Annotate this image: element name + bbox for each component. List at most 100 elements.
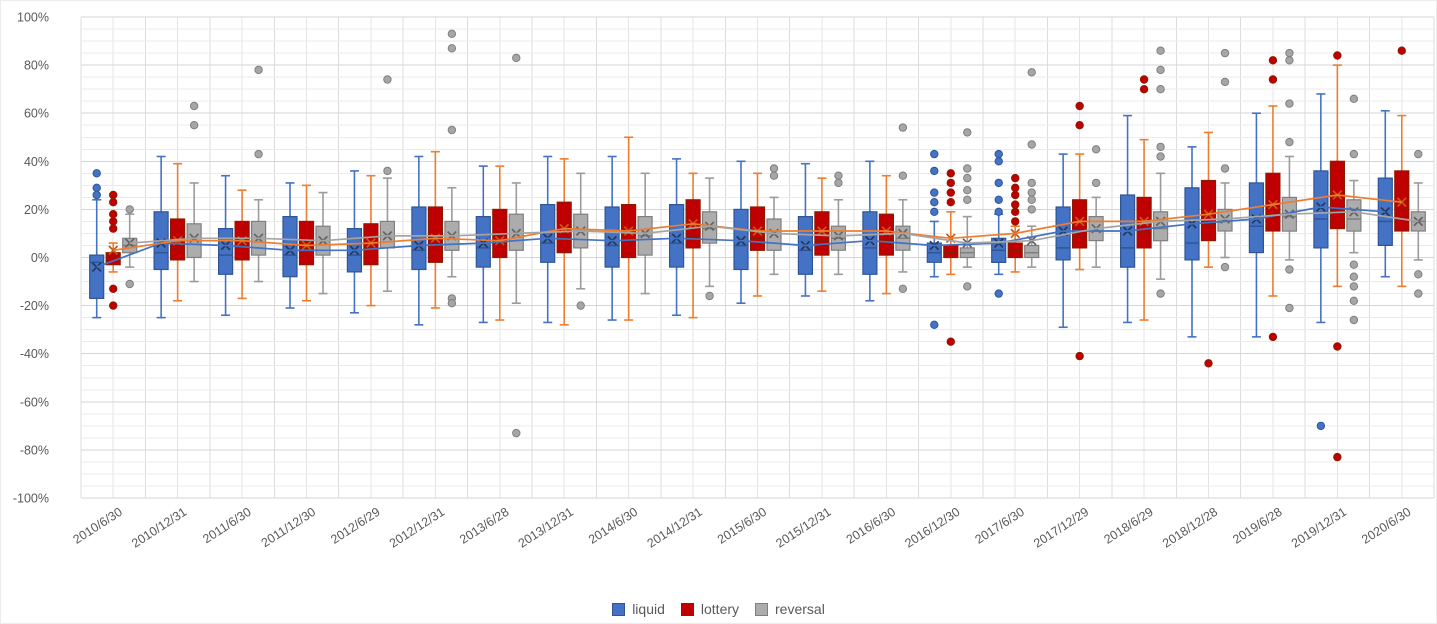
outlier-reversal[interactable] <box>447 299 457 308</box>
outlier-lottery[interactable] <box>1011 183 1020 193</box>
box-liquid-2010/6/30[interactable] <box>89 198 105 319</box>
outlier-reversal[interactable] <box>1220 164 1230 173</box>
outlier-reversal[interactable] <box>1349 315 1359 325</box>
outlier-reversal[interactable] <box>1156 289 1165 298</box>
outlier-reversal[interactable] <box>189 121 199 130</box>
outlier-lottery[interactable] <box>946 198 955 207</box>
box-liquid-2019/6/28[interactable] <box>1248 112 1265 338</box>
outlier-reversal[interactable] <box>576 301 585 310</box>
outlier-lottery[interactable] <box>1333 51 1342 60</box>
outlier-reversal[interactable] <box>1220 48 1230 58</box>
outlier-reversal[interactable] <box>1091 178 1101 188</box>
outlier-reversal[interactable] <box>1027 195 1036 205</box>
mean-line-liquid[interactable] <box>96 206 1386 268</box>
outlier-reversal[interactable] <box>383 166 392 176</box>
box-lottery-2018/12/28[interactable] <box>1200 131 1217 268</box>
outlier-reversal[interactable] <box>705 291 714 301</box>
outlier-lottery[interactable] <box>1075 351 1084 361</box>
outlier-reversal[interactable] <box>512 428 521 438</box>
box-reversal-2011/12/30[interactable] <box>315 191 331 295</box>
mean-line-reversal[interactable] <box>129 210 1419 244</box>
outlier-reversal[interactable] <box>1349 272 1359 281</box>
outlier-reversal[interactable] <box>1349 149 1359 159</box>
outlier-liquid[interactable] <box>930 188 939 197</box>
outlier-lottery[interactable] <box>1397 46 1406 55</box>
outlier-lottery[interactable] <box>1011 217 1020 226</box>
outlier-liquid[interactable] <box>930 320 939 329</box>
box-lottery-2010/12/31[interactable] <box>170 162 186 302</box>
legend-item-lottery[interactable]: lottery <box>680 601 739 617</box>
outlier-reversal[interactable] <box>1349 282 1359 291</box>
outlier-reversal[interactable] <box>963 128 972 137</box>
outlier-reversal[interactable] <box>125 279 134 289</box>
outlier-reversal[interactable] <box>1285 99 1294 108</box>
outlier-lottery[interactable] <box>109 210 118 219</box>
legend-item-reversal[interactable]: reversal <box>755 601 825 617</box>
box-reversal-2010/6/30[interactable] <box>122 213 138 268</box>
outlier-liquid[interactable] <box>994 195 1003 205</box>
box-liquid-2015/6/30[interactable] <box>733 160 749 304</box>
outlier-reversal[interactable] <box>834 171 843 180</box>
box-reversal-2017/12/29[interactable] <box>1088 196 1104 268</box>
outlier-reversal[interactable] <box>1285 56 1294 65</box>
box-reversal-2019/12/31[interactable] <box>1346 179 1362 254</box>
outlier-reversal[interactable] <box>963 282 972 291</box>
outlier-liquid[interactable] <box>930 198 939 207</box>
outlier-lottery[interactable] <box>1268 75 1278 84</box>
box-reversal-2014/12/31[interactable] <box>701 177 718 288</box>
box-liquid-2016/12/30[interactable] <box>926 220 942 278</box>
outlier-reversal[interactable] <box>1220 77 1230 87</box>
outlier-liquid[interactable] <box>930 166 939 176</box>
box-lottery-2015/6/30[interactable] <box>749 172 766 297</box>
box-liquid-2012/6/29[interactable] <box>346 170 362 314</box>
outlier-reversal[interactable] <box>1220 262 1230 272</box>
box-liquid-2019/12/31[interactable] <box>1313 93 1329 324</box>
box-reversal-2013/6/28[interactable] <box>508 182 524 304</box>
box-liquid-2013/12/31[interactable] <box>540 155 556 324</box>
outlier-lottery[interactable] <box>1333 452 1342 462</box>
outlier-liquid[interactable] <box>92 183 101 193</box>
outlier-reversal[interactable] <box>1091 145 1101 154</box>
outlier-liquid[interactable] <box>994 207 1003 217</box>
outlier-lottery[interactable] <box>1011 207 1020 217</box>
outlier-reversal[interactable] <box>512 53 521 63</box>
box-lottery-2012/12/31[interactable] <box>427 150 443 309</box>
outlier-reversal[interactable] <box>447 125 457 135</box>
outlier-reversal[interactable] <box>1285 137 1294 147</box>
outlier-reversal[interactable] <box>1349 296 1359 305</box>
outlier-lottery[interactable] <box>109 301 118 310</box>
outlier-lottery[interactable] <box>1268 56 1278 65</box>
outlier-liquid[interactable] <box>1316 421 1326 431</box>
outlier-reversal[interactable] <box>769 171 779 180</box>
box-reversal-2012/6/29[interactable] <box>379 177 395 292</box>
outlier-reversal[interactable] <box>898 123 908 132</box>
box-lottery-2019/6/28[interactable] <box>1265 105 1281 297</box>
box-reversal-2019/6/28[interactable] <box>1281 155 1298 261</box>
outlier-reversal[interactable] <box>1027 140 1036 149</box>
box-liquid-2018/12/28[interactable] <box>1184 146 1200 338</box>
outlier-reversal[interactable] <box>1349 94 1359 104</box>
legend-item-liquid[interactable]: liquid <box>612 601 665 617</box>
box-lottery-2017/12/29[interactable] <box>1071 153 1088 271</box>
outlier-reversal[interactable] <box>963 186 972 195</box>
outlier-reversal[interactable] <box>1285 48 1294 58</box>
box-reversal-2020/6/30[interactable] <box>1410 182 1426 261</box>
box-lottery-2012/6/29[interactable] <box>363 174 379 307</box>
outlier-reversal[interactable] <box>1156 46 1165 55</box>
outlier-reversal[interactable] <box>1156 65 1165 75</box>
outlier-lottery[interactable] <box>109 224 118 233</box>
outlier-reversal[interactable] <box>189 101 199 111</box>
box-reversal-2015/12/31[interactable] <box>830 198 847 276</box>
box-liquid-2017/12/29[interactable] <box>1055 153 1071 329</box>
outlier-lottery[interactable] <box>946 169 955 178</box>
outlier-lottery[interactable] <box>109 284 118 293</box>
outlier-reversal[interactable] <box>1285 303 1294 313</box>
outlier-reversal[interactable] <box>769 164 779 173</box>
outlier-reversal[interactable] <box>963 164 972 173</box>
box-lottery-2013/12/31[interactable] <box>556 158 572 326</box>
box-lottery-2017/6/30[interactable] <box>1007 225 1023 273</box>
outlier-reversal[interactable] <box>963 173 972 183</box>
outlier-reversal[interactable] <box>1027 68 1036 77</box>
outlier-reversal[interactable] <box>898 171 908 180</box>
outlier-reversal[interactable] <box>963 195 972 205</box>
